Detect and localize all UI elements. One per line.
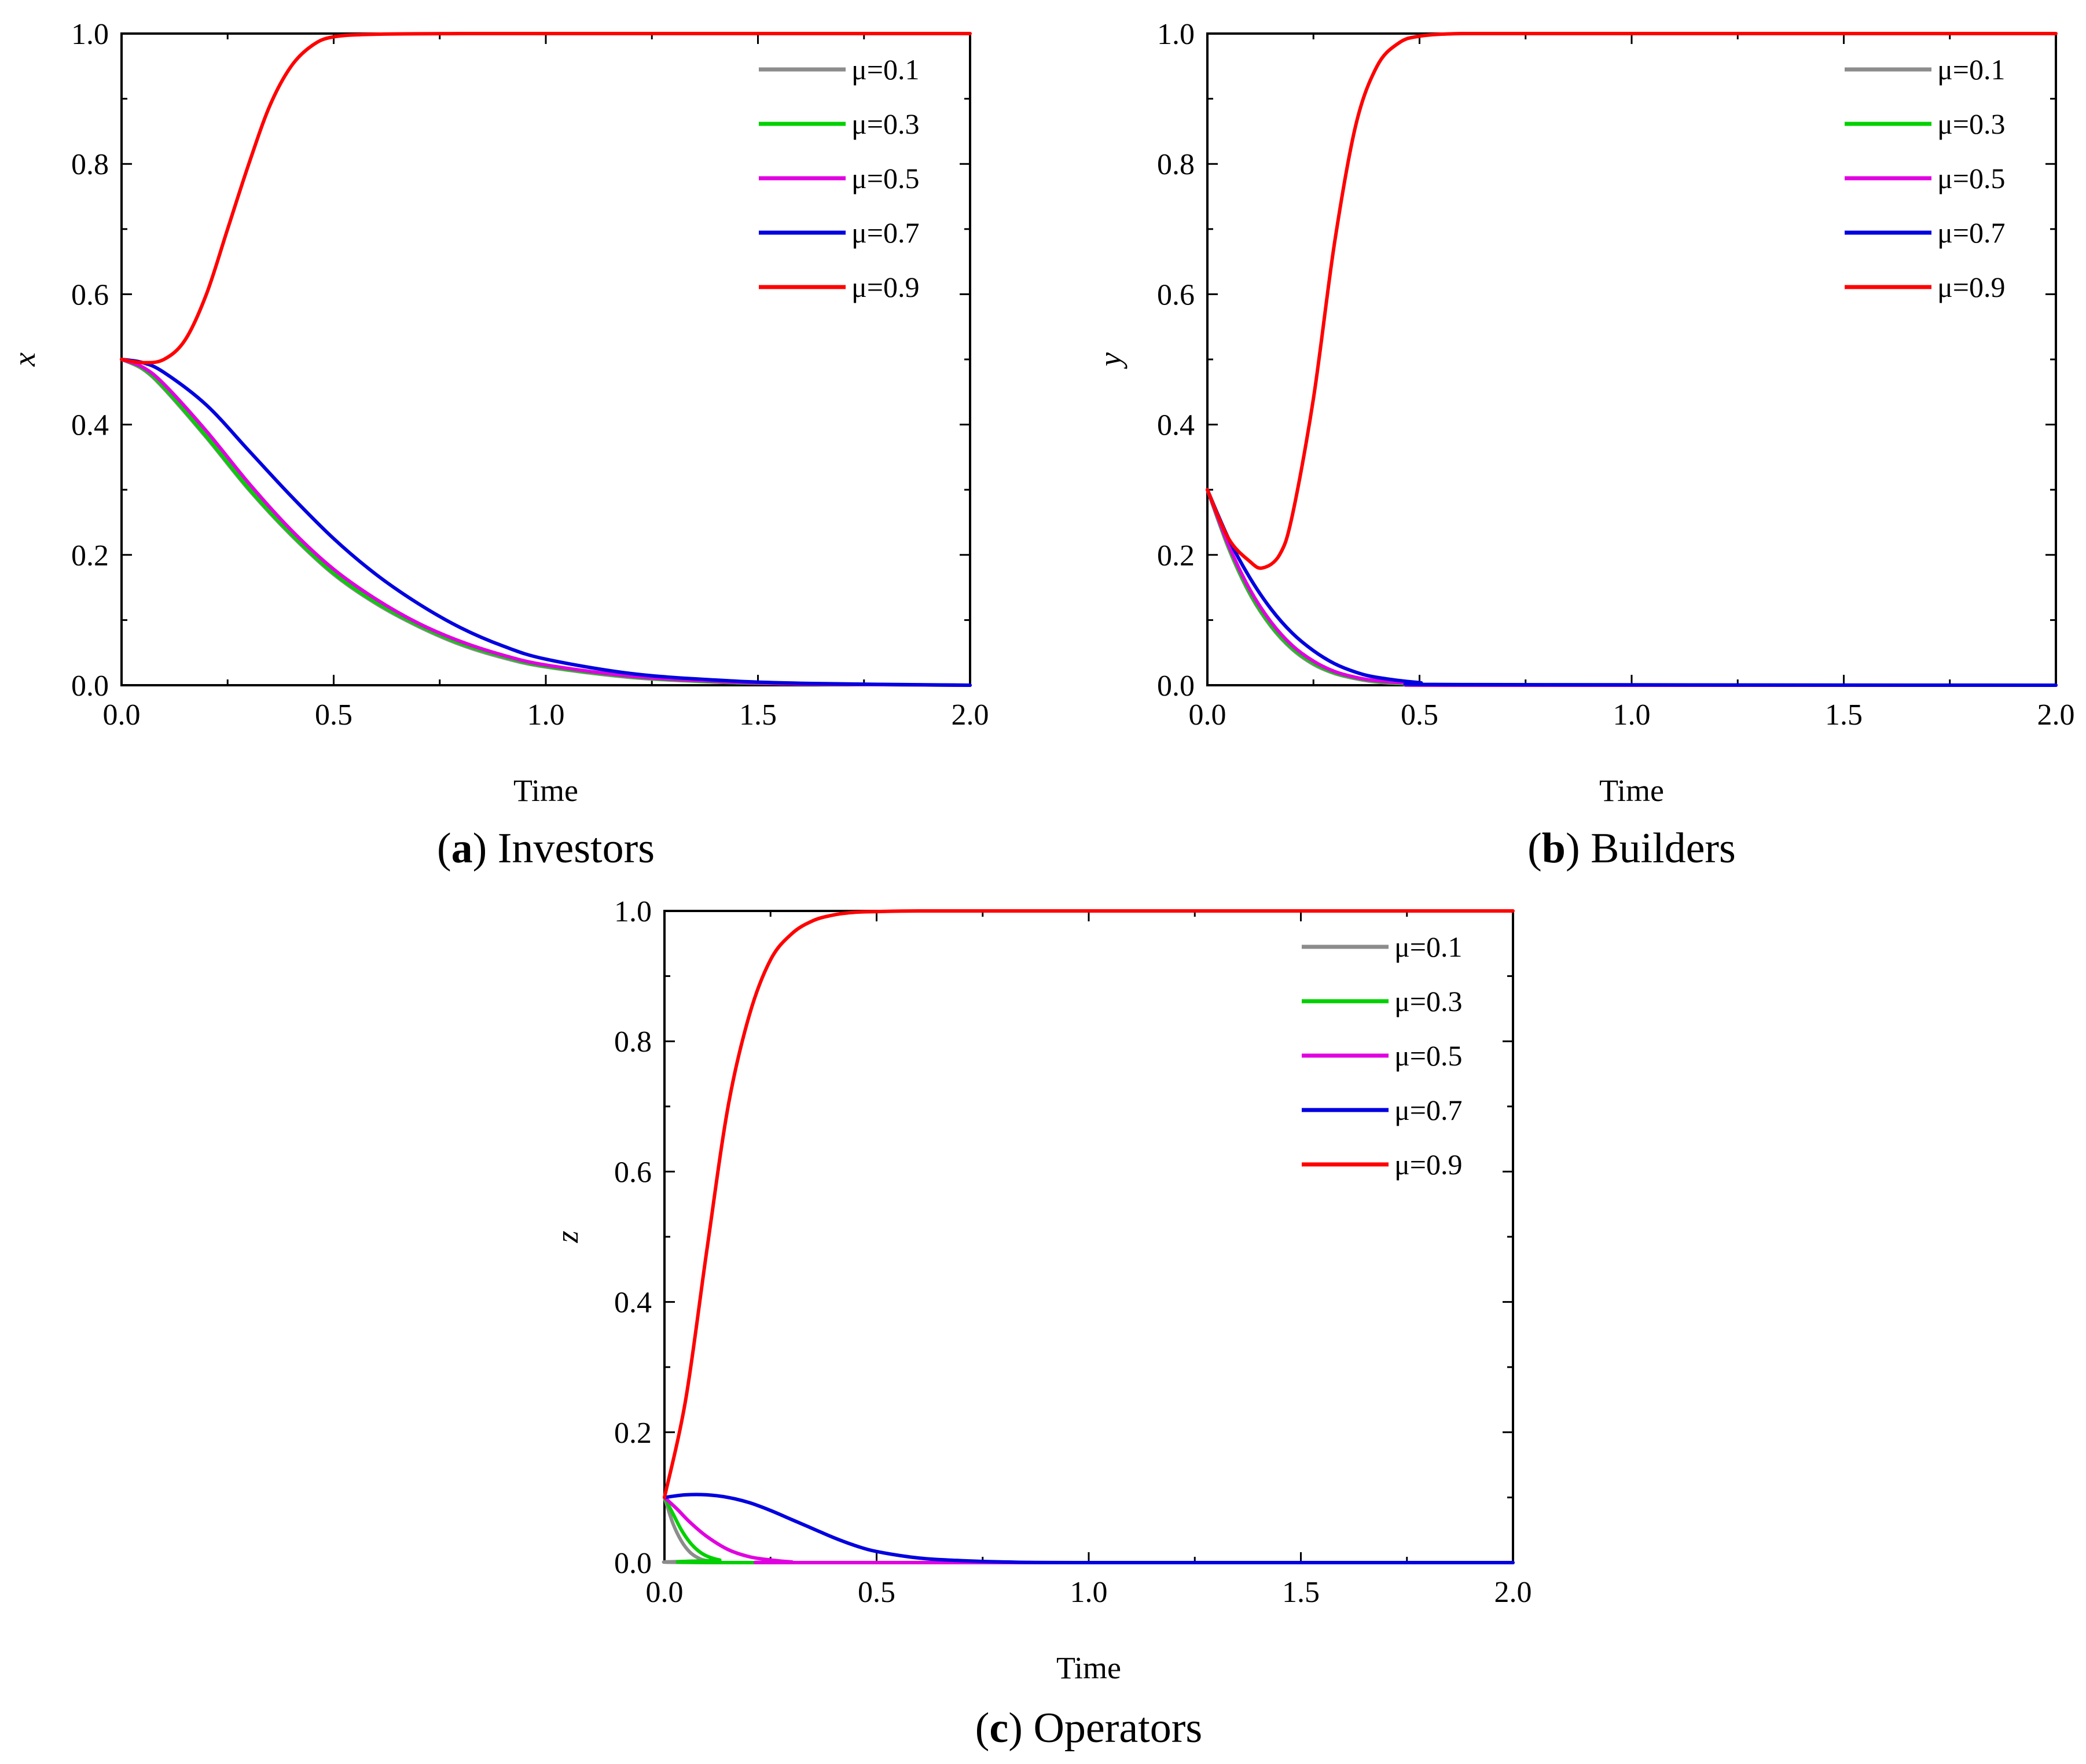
y-tick-label: 1.0 (614, 895, 652, 928)
legend-label-2: μ=0.3 (1937, 108, 2006, 140)
x-tick-label: 0.5 (315, 699, 352, 732)
chart-panel-c: 0.0 0.5 1.0 1.5 2.0 0.0 0.2 0.4 0.6 0.8 1.0 Time z μ=… (550, 895, 1532, 1752)
legend-label-5: μ=0.9 (1394, 1148, 1463, 1181)
caption-text: Builders (1591, 825, 1736, 872)
y-tick-label: 0.0 (1157, 670, 1195, 703)
x-axis-title: Time (1599, 773, 1664, 808)
y-tick-label: 0.4 (71, 409, 109, 442)
y-axis-title: y (1093, 352, 1128, 369)
legend-label-1: μ=0.1 (1394, 931, 1463, 963)
series-line-5 (663, 909, 1515, 1500)
y-tick-label: 0.4 (614, 1287, 652, 1320)
x-tick-label: 1.5 (1825, 699, 1863, 732)
y-tick-label: 0.6 (614, 1156, 652, 1189)
y-tick-label: 0.2 (1157, 539, 1195, 572)
legend-label-4: μ=0.7 (1394, 1094, 1463, 1126)
x-tick-label: 1.5 (1282, 1576, 1320, 1609)
y-tick-label: 1.0 (1157, 18, 1195, 51)
caption-letter: b (1542, 825, 1566, 872)
series-line-5 (1206, 31, 2058, 570)
caption-letter: c (989, 1704, 1008, 1752)
legend-label-3: μ=0.5 (1394, 1039, 1463, 1072)
series-line-1 (1206, 488, 2058, 688)
x-tick-label: 0.5 (858, 1576, 895, 1609)
x-tick-label: 1.0 (1070, 1576, 1108, 1609)
legend-label-1: μ=0.1 (1937, 53, 2006, 86)
plot-frame (663, 910, 1514, 1564)
x-tick-label: 2.0 (952, 699, 989, 732)
y-tick-label: 1.0 (71, 18, 109, 51)
series-line-1 (120, 358, 972, 687)
plot-frame (1206, 32, 2057, 686)
panel-caption: (a) Investors (437, 825, 655, 872)
y-axis-title: z (550, 1230, 585, 1243)
x-tick-label: 0.0 (646, 1576, 684, 1609)
series-line-3 (1206, 488, 2058, 688)
series-line-5 (120, 31, 972, 365)
y-tick-label: 0.8 (1157, 148, 1195, 181)
series-line-4 (1206, 488, 2058, 687)
series-line-4 (663, 1493, 1515, 1565)
y-tick-label: 0.6 (1157, 278, 1195, 311)
y-tick-label: 0.2 (71, 539, 109, 572)
legend-label-2: μ=0.3 (1394, 985, 1463, 1017)
chart-panel-b: 0.0 0.5 1.0 1.5 2.0 0.0 0.2 0.4 0.6 0.8 1.0 Time y μ=… (1093, 18, 2075, 872)
y-tick-label: 0.4 (1157, 409, 1195, 442)
caption-text: Investors (498, 825, 655, 872)
legend-label-4: μ=0.7 (851, 216, 920, 249)
legend-label-3: μ=0.5 (1937, 162, 2006, 194)
series-line-2 (120, 358, 972, 687)
series-line-2 (1206, 488, 2058, 688)
y-tick-label: 0.8 (614, 1026, 652, 1059)
caption-text: Operators (1033, 1704, 1202, 1752)
chart-panel-a: 0.0 0.5 1.0 1.5 2.0 0.0 0.2 0.4 0.6 0.8 1.0 Time x μ=… (7, 18, 989, 872)
x-tick-label: 1.0 (1613, 699, 1651, 732)
x-tick-label: 1.0 (527, 699, 565, 732)
x-tick-label: 1.5 (739, 699, 777, 732)
legend-label-5: μ=0.9 (1937, 271, 2006, 303)
x-tick-label: 2.0 (1494, 1576, 1532, 1609)
x-tick-label: 0.0 (103, 699, 141, 732)
x-axis-title: Time (1056, 1651, 1121, 1685)
x-tick-label: 2.0 (2037, 699, 2075, 732)
x-tick-label: 0.0 (1189, 699, 1226, 732)
legend-label-2: μ=0.3 (851, 108, 920, 140)
y-tick-label: 0.0 (614, 1547, 652, 1580)
plot-frame (120, 32, 971, 686)
y-tick-label: 0.8 (71, 148, 109, 181)
y-axis-title: x (7, 352, 42, 367)
y-tick-label: 0.2 (614, 1417, 652, 1450)
legend-label-5: μ=0.9 (851, 271, 920, 303)
y-tick-label: 0.6 (71, 278, 109, 311)
panel-caption: (b) Builders (1527, 825, 1736, 872)
legend-label-4: μ=0.7 (1937, 216, 2006, 249)
legend-label-1: μ=0.1 (851, 53, 920, 86)
legend-label-3: μ=0.5 (851, 162, 920, 194)
x-axis-title: Time (513, 773, 578, 808)
caption-letter: a (451, 825, 473, 872)
series-line-4 (120, 358, 972, 687)
x-tick-label: 0.5 (1401, 699, 1438, 732)
y-tick-label: 0.0 (71, 670, 109, 703)
panel-caption: (c) Operators (975, 1704, 1202, 1752)
series-line-3 (120, 358, 972, 687)
